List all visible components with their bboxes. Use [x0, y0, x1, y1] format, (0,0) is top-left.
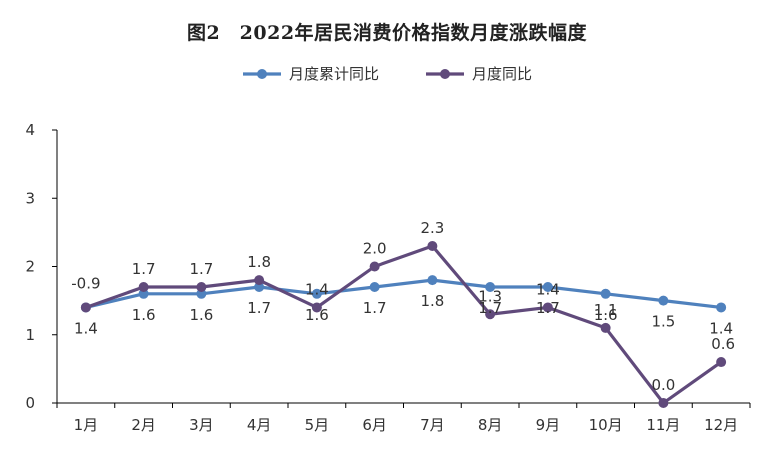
series-1-point: [600, 288, 611, 299]
series-2-data-label: -0.9: [71, 274, 100, 292]
series-2-data-label: 1.4: [305, 280, 329, 298]
series-1-point: [369, 281, 380, 292]
series-1-data-label: 1.6: [189, 306, 213, 324]
y-tick-label: 2: [25, 258, 35, 276]
x-tick-label: 11月: [646, 416, 680, 434]
series-1-data-label: 1.7: [363, 299, 387, 317]
series-2-data-label: 2.0: [363, 240, 387, 258]
series-2-point: [254, 275, 265, 286]
legend-label-1: 月度累计同比: [289, 65, 379, 83]
chart-title: 图2 2022年居民消费价格指数月度涨跌幅度: [186, 22, 588, 44]
series-2-data-label: 1.1: [594, 301, 618, 319]
x-tick-label: 12月: [704, 416, 738, 434]
series-2-point: [311, 302, 322, 313]
x-tick-label: 4月: [247, 416, 272, 434]
y-tick-label: 3: [25, 189, 35, 207]
legend: 月度累计同比 月度同比: [243, 65, 532, 83]
series-line-1: [85, 278, 722, 310]
x-tick-label: 10月: [589, 416, 623, 434]
series-1-data-label: 1.6: [132, 306, 156, 324]
x-tick-label: 5月: [305, 416, 330, 434]
x-tick-label: 3月: [189, 416, 214, 434]
series-2-point: [196, 281, 207, 292]
series-2-point: [80, 302, 91, 313]
series-2-data-label: 0.6: [711, 335, 735, 353]
x-tick-label: 1月: [74, 416, 99, 434]
y-tick-label: 4: [25, 121, 35, 139]
series-2-data-label: 2.3: [420, 219, 444, 237]
y-tick-label: 1: [25, 326, 35, 344]
x-tick-label: 2月: [131, 416, 156, 434]
series-2-point: [369, 261, 380, 272]
series-2-data-label: 1.8: [247, 253, 271, 271]
series-1-data-label: 1.8: [420, 292, 444, 310]
legend-label-2: 月度同比: [472, 65, 532, 83]
series-2-data-label: 1.4: [536, 280, 560, 298]
series-line-2: [85, 244, 723, 405]
series-1-data-label: 1.4: [709, 319, 733, 337]
x-tick-label: 9月: [536, 416, 561, 434]
series-1-point: [658, 295, 669, 306]
series-1-data-label: 1.5: [651, 313, 675, 331]
series-2-data-label: 1.7: [132, 260, 156, 278]
series-2-data-label: 0.0: [651, 376, 675, 394]
legend-marker-2: [440, 69, 450, 79]
series-1-data-label: 1.7: [536, 299, 560, 317]
series-2-point: [485, 309, 496, 320]
y-tick-label: 0: [25, 394, 35, 412]
x-tick-label: 7月: [420, 416, 445, 434]
series-2-data-label: 1.7: [189, 260, 213, 278]
series-2-data-label: 1.3: [478, 287, 502, 305]
x-tick-label: 6月: [362, 416, 387, 434]
series-1-data-label: 1.6: [594, 306, 618, 324]
legend-marker-1: [257, 69, 267, 79]
series-2-point: [716, 357, 727, 368]
series-1-point: [485, 281, 496, 292]
series-1-data-label: 1.7: [478, 299, 502, 317]
series-1-point: [311, 288, 322, 299]
x-tick-label: 8月: [478, 416, 503, 434]
series-1-point: [427, 275, 438, 286]
series-1-data-label: 1.6: [305, 306, 329, 324]
axes: 0 1 2 3 4 1月 2月 3月 4月 5月 6月 7月 8月 9月 10月 11月 12月: [25, 121, 751, 434]
data-labels: 1.4 1.6 1.6 1.7 1.6 1.7 1.8 1.7 1.7 1.6 1.5 1.4 -0.9…: [71, 219, 735, 394]
series-1-point: [716, 302, 727, 313]
series-1-point: [542, 281, 553, 292]
series-2-point: [600, 322, 611, 333]
series-1-data-label: 1.4: [74, 319, 98, 337]
series-2-point: [138, 281, 149, 292]
series-layer: [80, 241, 727, 408]
series-2-point: [427, 241, 438, 252]
series-2-point: [658, 398, 669, 408]
series-1-data-label: 1.7: [247, 299, 271, 317]
series-2-point: [542, 302, 553, 313]
